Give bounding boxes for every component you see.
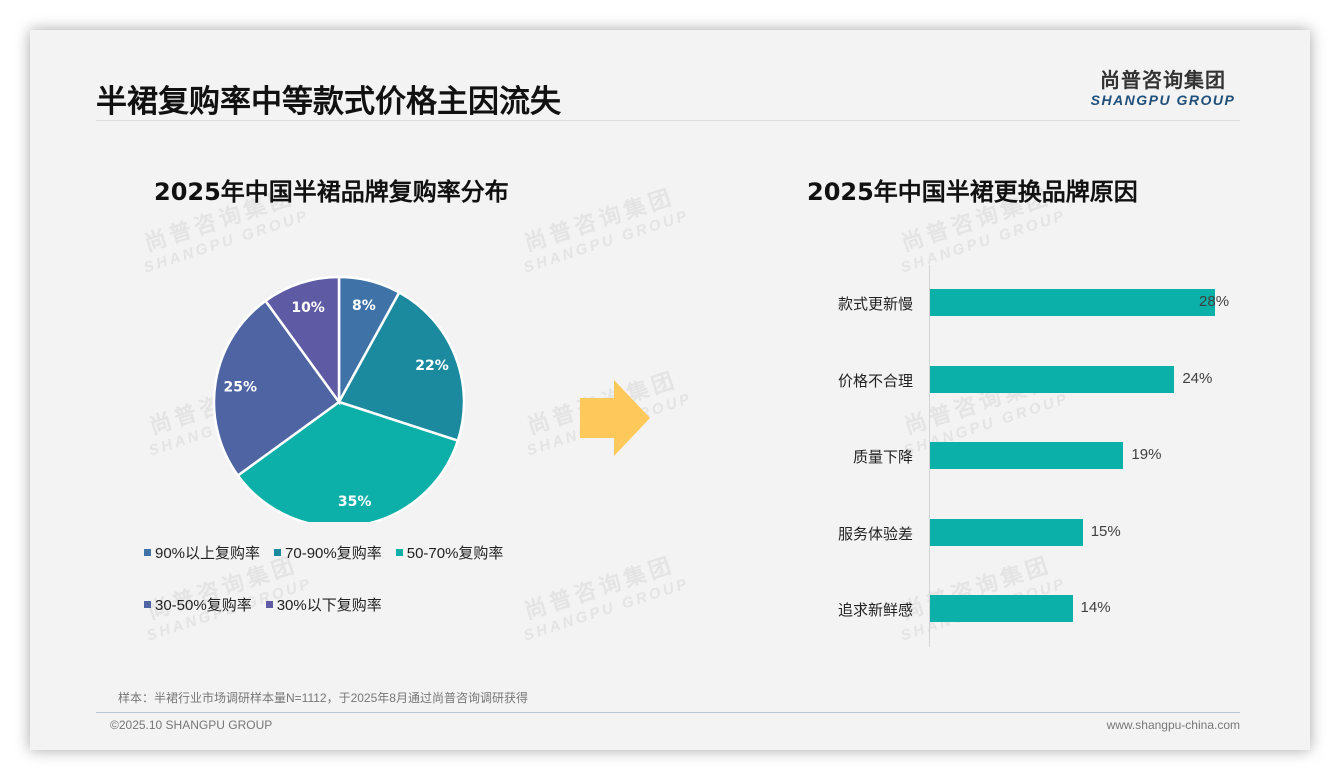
bar-row: 款式更新慢 28%: [30, 289, 1310, 316]
bar-value-label: 28%: [1199, 293, 1230, 310]
pie-slice: [337, 290, 466, 443]
bar-value-label: 14%: [1080, 599, 1111, 616]
legend-swatch: [144, 549, 151, 556]
legend-label: 50-70%复购率: [406, 545, 504, 562]
footer-copyright: ©2025.10 SHANGPU GROUP: [110, 718, 273, 732]
bar-value-label: 24%: [1182, 370, 1213, 387]
legend-swatch: [274, 549, 282, 556]
legend-row: 30-50%复购率 30%以下复购率: [144, 594, 564, 646]
bar-row: 质量下降 19%: [30, 442, 1310, 469]
legend-label: 70-90%复购率: [285, 545, 382, 562]
bar: [930, 519, 1083, 546]
pie-slice-label: 22%: [415, 358, 449, 374]
pie-slice-label: 10%: [291, 300, 325, 316]
pie-slice-label: 25%: [223, 379, 257, 395]
pie-slice: [212, 299, 341, 478]
legend-item: 30%以下复购率: [265, 594, 382, 615]
bar-chart-title: 2025年中国半裙更换品牌原因: [807, 178, 1138, 206]
logo-cn-text: 尚普咨询集团: [1100, 68, 1226, 92]
pie-slice: [263, 275, 341, 406]
bar-value-label: 19%: [1131, 446, 1162, 463]
sample-note: 样本：半裙行业市场调研样本量N=1112，于2025年8月通过尚普咨询调研获得: [118, 691, 528, 705]
bar-category-label: 服务体验差: [837, 526, 913, 543]
logo-en-text: SHANGPU GROUP: [1090, 92, 1236, 108]
bar: [930, 366, 1175, 393]
bar: [930, 442, 1124, 469]
bar-category-label: 价格不合理: [837, 373, 913, 390]
pie-chart: 8% 22% 35% 25% 10%: [212, 275, 466, 522]
page-title: 半裙复购率中等款式价格主因流失: [96, 84, 561, 120]
legend-swatch: [265, 601, 273, 608]
legend-label: 30%以下复购率: [276, 597, 382, 614]
slide: 半裙复购率中等款式价格主因流失 尚普咨询集团 SHANGPU GROUP 尚普咨…: [30, 30, 1310, 750]
title-divider: [96, 120, 1240, 121]
footer-divider: [96, 712, 1240, 713]
legend-row: 90%以上复购率 70-90%复购率 50-70%复购率: [144, 542, 564, 594]
legend-label: 30-50%复购率: [155, 597, 252, 614]
pie-chart-title: 2025年中国半裙品牌复购率分布: [154, 178, 509, 206]
pie-legend: 90%以上复购率 70-90%复购率 50-70%复购率 30-50%复购率 30%以下…: [144, 542, 564, 646]
bar-category-label: 款式更新慢: [837, 296, 913, 313]
bar-value-label: 15%: [1090, 523, 1121, 540]
bar-category-label: 质量下降: [852, 449, 913, 466]
bar-row: 服务体验差 15%: [30, 519, 1310, 546]
pie-slice: [236, 400, 460, 522]
legend-item: 90%以上复购率: [144, 542, 260, 563]
legend-swatch: [395, 549, 403, 556]
pie-slice-label: 35%: [338, 494, 372, 510]
bar: [930, 289, 1216, 316]
legend-swatch: [144, 601, 151, 608]
footer-website: www.shangpu-china.com: [1106, 718, 1240, 732]
legend-item: 70-90%复购率: [274, 542, 382, 563]
bar-chart-axis: [929, 265, 930, 647]
pie-slice-label: 8%: [352, 298, 376, 314]
legend-label: 90%以上复购率: [155, 545, 261, 562]
arrow-right-icon: [580, 380, 650, 456]
bar: [930, 595, 1073, 622]
bar-category-label: 追求新鲜感: [837, 602, 913, 619]
bar-row: 价格不合理 24%: [30, 366, 1310, 393]
legend-item: 50-70%复购率: [395, 542, 504, 563]
bar-row: 追求新鲜感 14%: [30, 595, 1310, 622]
brand-logo: 尚普咨询集团 SHANGPU GROUP: [1088, 64, 1238, 108]
legend-item: 30-50%复购率: [144, 594, 252, 615]
